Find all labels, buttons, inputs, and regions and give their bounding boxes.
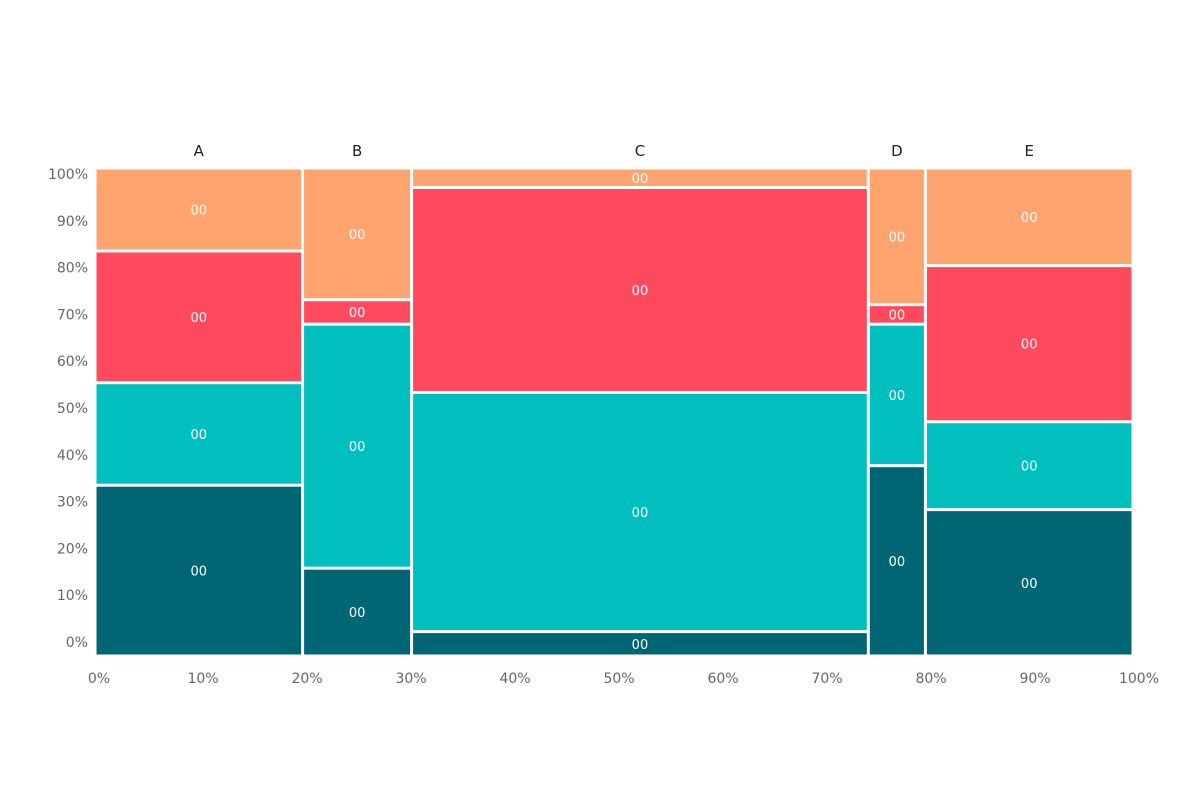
y-tick-label: 100% [48, 167, 88, 183]
cell-value-label: 00 [1021, 460, 1038, 475]
mosaic-cell-b-red [304, 301, 411, 323]
y-tick-label: 80% [57, 261, 88, 277]
mosaic-cell-d-dark-teal [869, 467, 924, 655]
mosaic-cell-c-dark-teal [413, 633, 867, 655]
y-tick-label: 40% [57, 448, 88, 464]
cell-value-label: 00 [191, 203, 208, 218]
x-tick-label: 90% [1019, 671, 1050, 687]
x-tick-label: 20% [291, 671, 322, 687]
mosaic-cell-a-orange [96, 169, 302, 250]
x-tick-label: 0% [88, 671, 110, 687]
cell-value-label: 00 [632, 284, 649, 299]
cell-value-label: 00 [889, 389, 906, 404]
chart-cell-labels: 00 00 00 00 00 00 00 00 00 00 00 00 00 00 00 00 00 00 00 00 [191, 172, 1038, 653]
mosaic-cell-c-red [413, 189, 867, 391]
cell-value-label: 00 [889, 308, 906, 323]
x-tick-label: 80% [915, 671, 946, 687]
y-axis: 0% 10% 20% 30% 40% 50% 60% 70% 80% 90% 100% [48, 167, 88, 651]
mosaic-cell-e-teal [926, 423, 1132, 509]
x-tick-label: 100% [1119, 671, 1159, 687]
cell-value-label: 00 [1021, 211, 1038, 226]
mosaic-cell-b-dark-teal [304, 569, 411, 655]
x-tick-label: 60% [707, 671, 738, 687]
category-label-b: B [352, 142, 362, 160]
cell-value-label: 00 [349, 306, 366, 321]
cell-value-label: 00 [191, 565, 208, 580]
y-tick-label: 20% [57, 541, 88, 557]
cell-value-label: 00 [349, 606, 366, 621]
x-tick-label: 40% [499, 671, 530, 687]
cell-value-label: 00 [191, 428, 208, 443]
cell-value-label: 00 [632, 638, 649, 653]
y-tick-label: 10% [57, 588, 88, 604]
chart-cells [96, 169, 1132, 655]
mosaic-cell-a-red [96, 252, 302, 382]
cell-value-label: 00 [889, 555, 906, 570]
category-label-d: D [891, 142, 903, 160]
y-tick-label: 50% [57, 401, 88, 417]
mosaic-cell-c-teal [413, 393, 867, 631]
y-tick-label: 60% [57, 354, 88, 370]
cell-value-label: 00 [632, 172, 649, 187]
cell-value-label: 00 [349, 228, 366, 243]
mosaic-cell-e-orange [926, 169, 1132, 265]
x-tick-label: 70% [811, 671, 842, 687]
mosaic-cell-d-orange [869, 169, 924, 304]
cell-value-label: 00 [632, 506, 649, 521]
cell-value-label: 00 [1021, 338, 1038, 353]
category-label-a: A [194, 142, 205, 160]
y-tick-label: 0% [66, 635, 88, 651]
x-tick-label: 10% [187, 671, 218, 687]
mosaic-cell-b-teal [304, 325, 411, 567]
x-tick-label: 50% [603, 671, 634, 687]
mosaic-cell-d-teal [869, 325, 924, 465]
y-tick-label: 70% [57, 307, 88, 323]
mosaic-cell-d-red [869, 306, 924, 323]
cell-value-label: 00 [191, 311, 208, 326]
cell-value-label: 00 [889, 230, 906, 245]
category-label-c: C [635, 142, 645, 160]
mosaic-cell-c-orange [413, 169, 867, 187]
y-tick-label: 30% [57, 495, 88, 511]
mosaic-cell-e-red [926, 267, 1132, 421]
mosaic-cell-a-dark-teal [96, 486, 302, 655]
mosaic-cell-e-dark-teal [926, 511, 1132, 655]
x-tick-label: 30% [395, 671, 426, 687]
cell-value-label: 00 [1021, 577, 1038, 592]
category-label-e: E [1024, 142, 1033, 160]
x-axis: 0% 10% 20% 30% 40% 50% 60% 70% 80% 90% 100% [88, 671, 1159, 687]
y-tick-label: 90% [57, 214, 88, 230]
mosaic-cell-a-teal [96, 384, 302, 484]
cell-value-label: 00 [349, 440, 366, 455]
chart-category-labels: A B C D E [194, 142, 1034, 160]
mosaic-cell-b-orange [304, 169, 411, 299]
